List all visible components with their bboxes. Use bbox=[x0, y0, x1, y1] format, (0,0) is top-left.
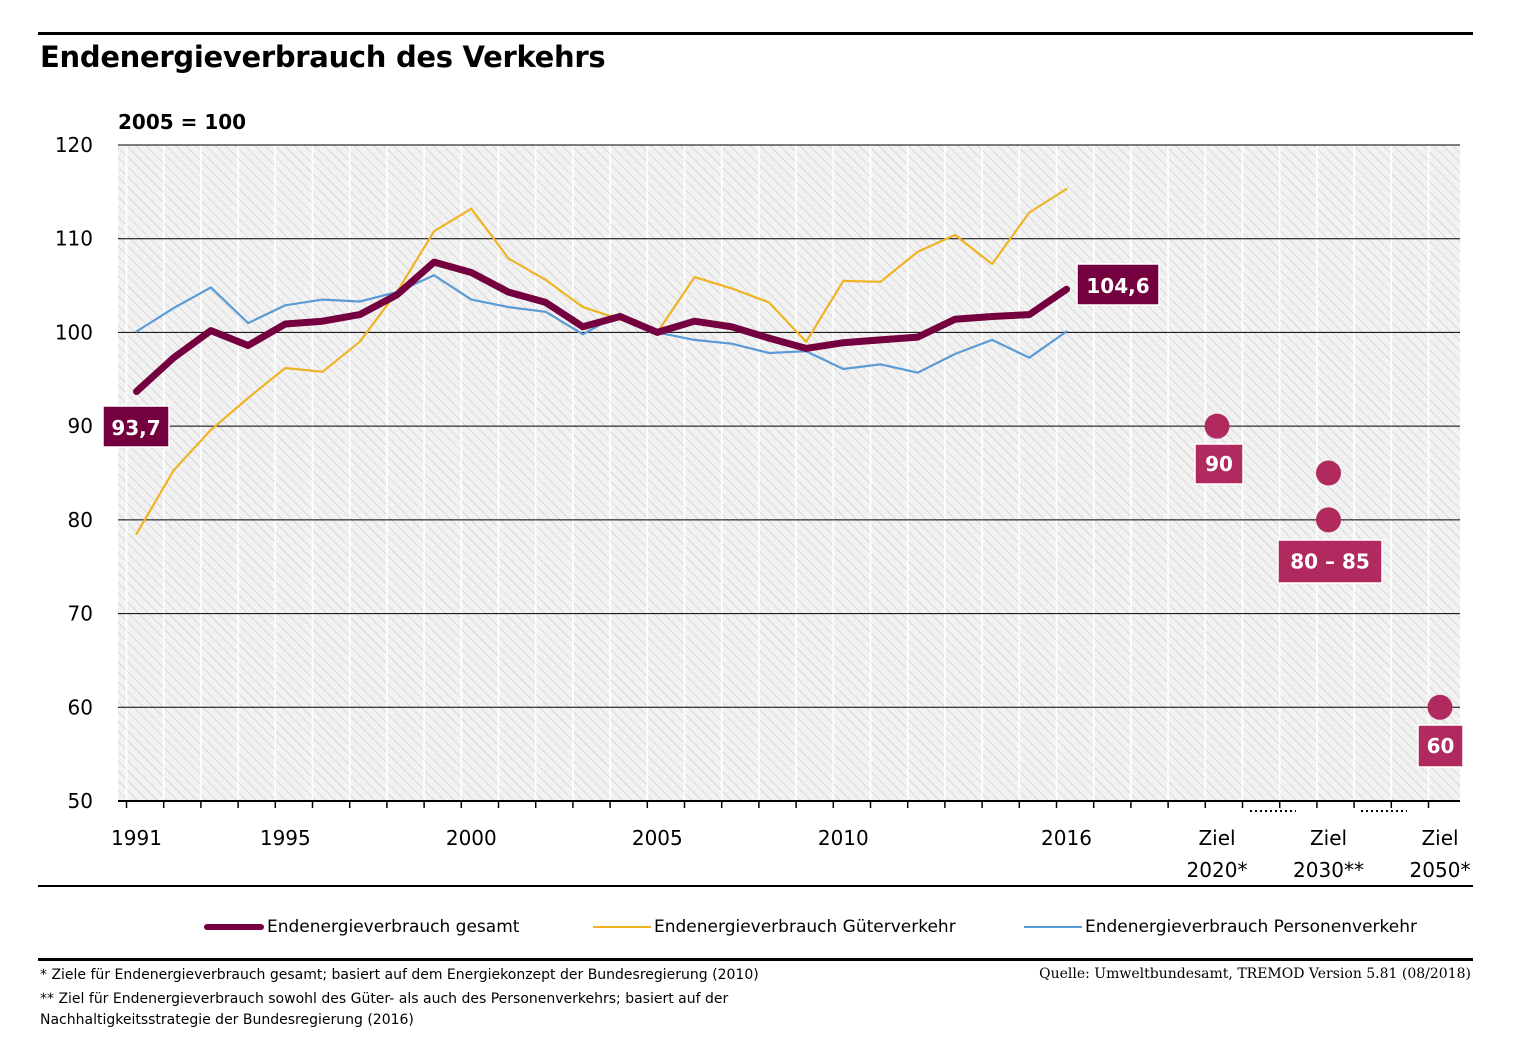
target-label-text: 90 bbox=[1205, 452, 1233, 476]
source-note: Quelle: Umweltbundesamt, TREMOD Version … bbox=[1039, 966, 1471, 982]
target-point bbox=[1316, 507, 1341, 533]
y-tick-label: 70 bbox=[68, 602, 93, 626]
data-labels: 93,7 104,6 bbox=[102, 263, 1160, 448]
legend-item-gesamt: Endenergieverbrauch gesamt bbox=[204, 914, 519, 940]
legend-label-gesamt: Endenergieverbrauch gesamt bbox=[267, 917, 520, 937]
y-tick-label: 80 bbox=[68, 508, 93, 532]
target-label-box bbox=[1417, 724, 1464, 768]
x-tick-label: 2005 bbox=[632, 826, 683, 850]
x-tick-label: 2016 bbox=[1041, 826, 1092, 850]
legend-top-rule bbox=[38, 885, 1473, 887]
target-label-text: 60 bbox=[1427, 734, 1455, 758]
footer-rule bbox=[38, 958, 1473, 961]
chart-title: Endenergieverbrauch des Verkehrs bbox=[40, 40, 606, 74]
legend-label-gueterverkehr: Endenergieverbrauch Güterverkehr bbox=[654, 917, 956, 937]
x-tick-label: 1995 bbox=[260, 826, 311, 850]
data-label-box bbox=[1076, 263, 1160, 306]
target-point bbox=[1316, 460, 1341, 486]
targets: 90 80 – 85 60 bbox=[1194, 413, 1464, 768]
x-axis-tick-labels: 1991 1995 2000 2005 2010 2016 Ziel 2020* Ziel 203… bbox=[111, 826, 1470, 882]
target-label-box bbox=[1277, 539, 1383, 584]
y-axis-tick-labels: 50 60 70 80 90 100 110 120 bbox=[55, 133, 93, 813]
data-label-text: 93,7 bbox=[111, 416, 160, 440]
series-line-gueterverkehr bbox=[135, 187, 1068, 536]
series-lines bbox=[133, 187, 1070, 536]
legend-swatch-gueterverkehr bbox=[593, 926, 651, 928]
target-tick-label: 2050* bbox=[1410, 858, 1471, 882]
series-line-gesamt bbox=[133, 258, 1070, 395]
target-tick-label: Ziel bbox=[1421, 826, 1458, 850]
y-tick-label: 90 bbox=[68, 414, 93, 438]
vertical-gridlines bbox=[125, 145, 1430, 801]
target-tick-label: 2030** bbox=[1293, 858, 1364, 882]
target-label-text: 80 – 85 bbox=[1290, 550, 1370, 574]
x-tick-label: 2000 bbox=[446, 826, 497, 850]
x-tick-label: 2010 bbox=[818, 826, 869, 850]
legend-item-gueterverkehr: Endenergieverbrauch Güterverkehr bbox=[593, 914, 956, 940]
y-tick-label: 60 bbox=[68, 695, 93, 719]
y-tick-label: 50 bbox=[68, 789, 93, 813]
target-point bbox=[1427, 694, 1453, 720]
footnote-3: Nachhaltigkeitsstrategie der Bundesregie… bbox=[40, 1012, 414, 1028]
data-label-text: 104,6 bbox=[1086, 274, 1149, 298]
data-label-box bbox=[102, 405, 170, 448]
target-tick-label: Ziel bbox=[1198, 826, 1235, 850]
target-tick-label: Ziel bbox=[1310, 826, 1347, 850]
legend-swatch-personenverkehr bbox=[1024, 926, 1082, 928]
horizontal-gridlines bbox=[118, 144, 1460, 708]
target-tick-label: 2020* bbox=[1187, 858, 1248, 882]
legend-swatch-gesamt bbox=[204, 924, 264, 930]
target-label-box bbox=[1194, 443, 1244, 485]
plot-background bbox=[118, 145, 1460, 801]
legend-item-personenverkehr: Endenergieverbrauch Personenverkehr bbox=[1024, 914, 1417, 940]
unit-label: 2005 = 100 bbox=[118, 110, 246, 134]
x-tick-label: 1991 bbox=[111, 826, 162, 850]
chart-area: 50 60 70 80 90 100 110 120 2005 = 100 1991 1995 2… bbox=[55, 110, 1471, 882]
top-rule bbox=[38, 32, 1473, 35]
target-point bbox=[1204, 413, 1230, 439]
y-tick-label: 110 bbox=[55, 227, 93, 251]
y-tick-label: 100 bbox=[55, 320, 93, 344]
legend-label-personenverkehr: Endenergieverbrauch Personenverkehr bbox=[1085, 917, 1417, 937]
x-axis bbox=[118, 800, 1460, 812]
footnote-1: * Ziele für Endenergieverbrauch gesamt; … bbox=[40, 967, 759, 983]
y-tick-label: 120 bbox=[55, 133, 93, 157]
footnote-2: ** Ziel für Endenergieverbrauch sowohl d… bbox=[40, 991, 729, 1007]
